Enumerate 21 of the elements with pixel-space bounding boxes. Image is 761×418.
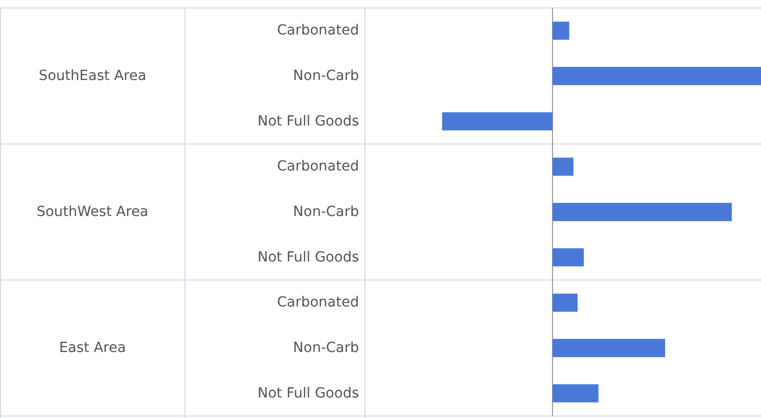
- y-tick-label: Not Full Goods: [257, 113, 359, 130]
- bar: [552, 384, 598, 402]
- text: East Area: [59, 340, 126, 356]
- y-tick-label: Non-Carb: [293, 68, 360, 84]
- text: SouthEast Area: [38, 68, 146, 84]
- bar: [552, 66, 761, 86]
- y-tick-label: Carbonated: [276, 158, 359, 175]
- bar: [552, 202, 732, 222]
- bar: [552, 248, 584, 266]
- text: SouthWest Area: [36, 204, 148, 220]
- y-tick-label: Not Full Goods: [257, 385, 359, 402]
- bar: [552, 294, 578, 312]
- bar: [552, 22, 570, 40]
- y-tick-label: Not Full Goods: [257, 249, 359, 266]
- bar: [442, 112, 553, 130]
- y-tick-label: Carbonated: [276, 294, 359, 311]
- y-tick-label: Non-Carb: [293, 340, 360, 356]
- bar: [552, 158, 574, 176]
- bar: [552, 338, 666, 358]
- y-tick-label: Non-Carb: [293, 204, 360, 220]
- y-tick-label: Carbonated: [276, 22, 359, 39]
